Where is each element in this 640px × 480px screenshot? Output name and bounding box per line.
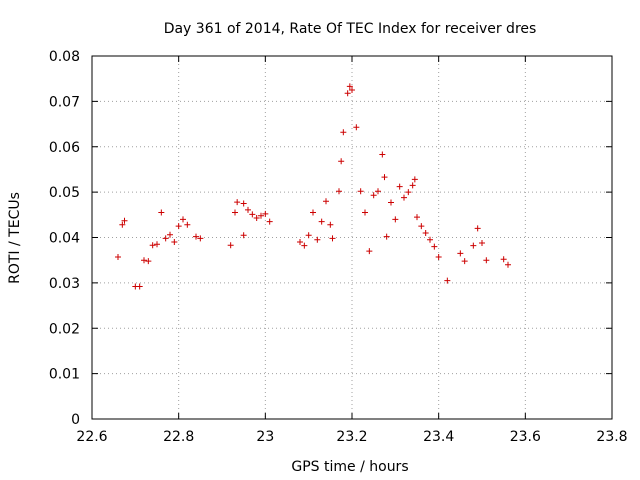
data-point [184, 221, 191, 228]
data-point [301, 242, 308, 249]
data-point [258, 212, 264, 219]
data-point [461, 258, 468, 265]
data-point [479, 239, 485, 246]
data-point [249, 211, 256, 218]
y-tick-label: 0.02 [49, 321, 80, 337]
data-point [314, 236, 321, 243]
data-point [162, 235, 169, 242]
data-point [409, 182, 416, 189]
y-axis-label: ROTI / TECUs [7, 192, 23, 284]
data-point [193, 233, 199, 240]
plot-frame [91, 55, 613, 420]
data-point [396, 183, 403, 190]
data-point [266, 218, 273, 225]
data-point [253, 214, 260, 221]
data-point [329, 235, 336, 242]
data-point [145, 258, 152, 265]
data-point [338, 158, 345, 165]
data-point [297, 239, 303, 246]
data-point [227, 242, 234, 249]
data-point [115, 254, 121, 261]
data-point [197, 235, 204, 242]
data-point [381, 174, 388, 181]
axis-ticks: 22.6 22.8 23 23.2 23.4 23.6 23.8 0 0.01 0.02 0.03 0… [49, 49, 628, 445]
data-point [245, 206, 251, 213]
data-point [154, 241, 160, 248]
data-point [362, 209, 368, 216]
data-point [366, 248, 373, 255]
data-point [470, 242, 477, 249]
data-point [411, 176, 418, 183]
data-point [180, 216, 186, 223]
data-point [370, 192, 377, 199]
data-point [318, 218, 325, 225]
chart-title: Day 361 of 2014, Rate Of TEC Index for r… [164, 21, 537, 37]
data-point [323, 198, 329, 205]
data-point [500, 256, 507, 263]
data-point [383, 233, 390, 240]
data-point [171, 239, 178, 246]
y-tick-label: 0.01 [49, 367, 80, 383]
data-point [119, 221, 126, 228]
data-point [401, 194, 407, 201]
data-point [483, 257, 490, 264]
data-point [435, 254, 442, 261]
y-tick-label: 0.07 [49, 94, 80, 110]
x-tick-label: 23 [256, 429, 274, 445]
x-axis-label: GPS time / hours [291, 459, 408, 475]
data-point [427, 236, 433, 243]
x-tick-label: 22.8 [163, 429, 194, 445]
data-point [167, 231, 173, 238]
data-point [340, 129, 347, 136]
data-point [346, 83, 353, 90]
data-point [379, 151, 386, 158]
data-point [405, 189, 412, 196]
data-point [234, 199, 241, 206]
data-point [505, 261, 511, 268]
data-point [375, 188, 381, 195]
data-point [392, 216, 399, 223]
data-point [158, 209, 165, 216]
y-tick-label: 0 [71, 412, 80, 428]
data-point [310, 209, 316, 216]
data-point [344, 90, 351, 97]
data-point [136, 283, 143, 290]
data-point [418, 223, 425, 230]
data-point [474, 225, 481, 232]
data-point [121, 217, 128, 224]
y-tick-label: 0.06 [49, 140, 80, 156]
y-tick-label: 0.05 [49, 185, 80, 201]
data-point [444, 277, 451, 284]
data-point [327, 221, 334, 228]
x-tick-label: 22.6 [76, 429, 107, 445]
y-tick-label: 0.03 [49, 276, 80, 292]
y-tick-label: 0.08 [49, 49, 80, 65]
data-point [262, 210, 269, 217]
data-point [175, 223, 182, 230]
data-point [457, 250, 464, 257]
data-point [336, 188, 342, 195]
data-point [431, 243, 438, 250]
x-tick-label: 23.6 [510, 429, 541, 445]
data-points [115, 83, 511, 290]
data-point [149, 242, 156, 249]
x-tick-label: 23.8 [596, 429, 627, 445]
data-point [357, 188, 364, 195]
grid [92, 56, 612, 419]
data-point [353, 124, 360, 131]
data-point [240, 232, 247, 239]
y-tick-label: 0.04 [49, 231, 80, 247]
x-tick-label: 23.4 [423, 429, 454, 445]
data-point [422, 229, 429, 236]
data-point [349, 87, 355, 94]
data-point [232, 209, 238, 216]
data-point [141, 257, 147, 264]
data-point [240, 200, 247, 207]
data-point [414, 214, 420, 221]
x-tick-label: 23.2 [336, 429, 367, 445]
data-point [305, 232, 312, 239]
data-point [388, 199, 394, 206]
